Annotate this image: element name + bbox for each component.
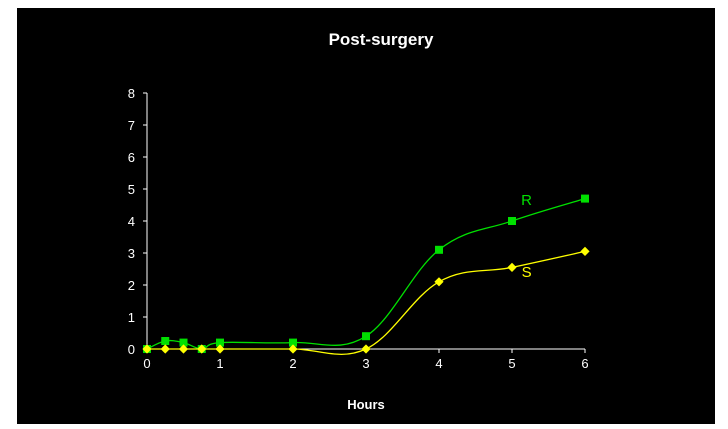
data-point-r xyxy=(508,217,516,225)
x-tick-label: 2 xyxy=(289,356,296,371)
series-label-s: S xyxy=(522,264,532,281)
y-tick-label: 2 xyxy=(128,278,135,293)
x-tick-label: 6 xyxy=(581,356,588,371)
data-point-s xyxy=(288,344,298,354)
data-point-s xyxy=(507,262,517,272)
x-tick-label: 5 xyxy=(508,356,515,371)
chart-title: Post-surgery xyxy=(329,30,434,49)
axes xyxy=(146,93,585,350)
y-tick-label: 7 xyxy=(128,118,135,133)
y-tick-label: 4 xyxy=(128,214,135,229)
data-point-s xyxy=(361,344,371,354)
x-tick-label: 3 xyxy=(362,356,369,371)
data-point-s xyxy=(142,344,152,354)
series-line-r xyxy=(146,197,586,350)
y-tick-label: 1 xyxy=(128,310,135,325)
data-point-r xyxy=(179,338,188,347)
y-tick-label: 0 xyxy=(128,342,135,357)
data-point-s xyxy=(178,344,189,354)
y-tick-label: 3 xyxy=(128,246,135,261)
data-point-r xyxy=(581,194,589,203)
data-point-r xyxy=(435,245,443,254)
y-tick-label: 8 xyxy=(128,86,135,101)
data-point-s xyxy=(580,246,590,256)
x-tick-label: 4 xyxy=(435,356,442,371)
data-point-r xyxy=(289,338,297,347)
series-label-r: R xyxy=(521,192,532,209)
data-point-s xyxy=(160,344,170,354)
y-tick-label: 6 xyxy=(128,150,135,165)
y-tick-label: 5 xyxy=(128,182,135,197)
series-line-s xyxy=(146,250,586,356)
x-tick-label: 0 xyxy=(143,356,150,371)
x-axis-label: Hours xyxy=(347,397,385,412)
data-point-s xyxy=(434,277,444,287)
x-tick-label: 1 xyxy=(216,356,223,371)
data-point-s xyxy=(215,344,225,354)
y-axis-ticks: 0 1 2 3 4 5 6 7 8 xyxy=(128,86,147,357)
data-point-r xyxy=(216,338,224,347)
data-point-s xyxy=(197,344,207,354)
series-markers xyxy=(142,194,590,354)
series-lines xyxy=(146,197,586,356)
data-point-r xyxy=(362,332,370,341)
series-labels: RS xyxy=(521,192,532,281)
data-point-r xyxy=(161,337,170,345)
